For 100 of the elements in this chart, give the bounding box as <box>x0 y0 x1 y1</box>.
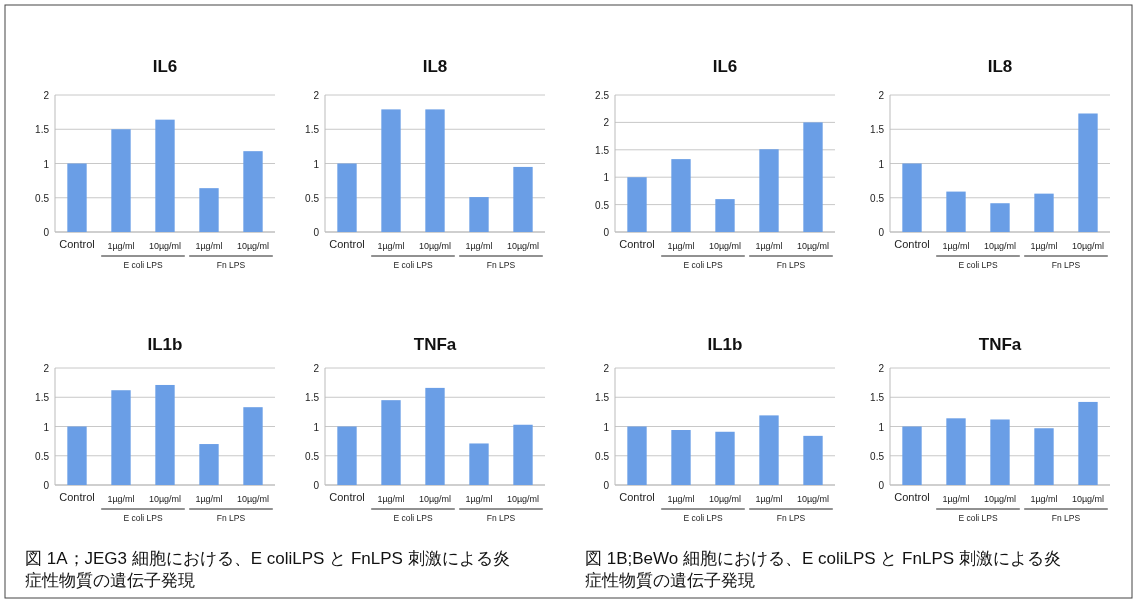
text: E coli LPS <box>393 513 433 523</box>
text: E coli LPS <box>683 513 723 523</box>
x-tick-label: 10µg/ml <box>796 494 830 504</box>
text: E coli LPS <box>123 260 163 270</box>
bar <box>715 199 735 232</box>
x-tick-label: 10µg/ml <box>418 241 452 251</box>
chart-title: IL6 <box>712 57 738 76</box>
y-tick-label: 0.5 <box>305 450 320 462</box>
bar <box>671 430 691 485</box>
text: E coli LPS <box>958 260 998 270</box>
chart-title: TNFa <box>978 335 1022 354</box>
x-tick-label: 1µg/ml <box>107 241 135 251</box>
bar <box>469 443 489 485</box>
text: Fn LPS <box>486 260 516 270</box>
y-tick-label: 0 <box>603 227 610 238</box>
x-tick-label: 1µg/ml <box>667 241 695 251</box>
y-tick-label: 1.5 <box>870 124 885 136</box>
y-tick-label: 0 <box>878 480 885 491</box>
y-tick-label: 2 <box>313 90 320 101</box>
x-tick-label: 10µg/ml <box>506 494 540 504</box>
bar <box>1078 401 1098 485</box>
x-tick-label: 1µg/ml <box>465 494 493 504</box>
bar <box>671 159 691 232</box>
x-tick-label: 1µg/ml <box>755 494 783 504</box>
bar <box>902 163 922 232</box>
y-tick-label: 0 <box>313 480 320 491</box>
y-tick-label: 2 <box>43 90 50 101</box>
y-tick-label: 0 <box>313 227 320 238</box>
bar <box>803 122 823 232</box>
y-tick-label: 0 <box>878 227 885 238</box>
text: Fn LPS <box>776 260 806 270</box>
x-tick-label: Control <box>619 238 655 250</box>
y-tick-label: 1 <box>603 172 610 184</box>
bar <box>67 163 87 232</box>
y-tick-label: 2 <box>603 363 610 374</box>
y-tick-label: 1.5 <box>35 124 50 136</box>
bar <box>469 197 489 232</box>
bar <box>199 444 219 485</box>
bar <box>902 426 922 485</box>
x-tick-label: 10µg/ml <box>236 241 270 251</box>
bar <box>946 191 966 232</box>
bar <box>425 387 445 485</box>
x-tick-label: 1µg/ml <box>1030 241 1058 251</box>
bar <box>155 384 175 485</box>
x-tick-label: 10µg/ml <box>148 494 182 504</box>
x-tick-label: 10µg/ml <box>796 241 830 251</box>
x-tick-label: Control <box>59 238 95 250</box>
x-tick-label: 10µg/ml <box>1071 494 1105 504</box>
y-tick-label: 1.5 <box>595 392 610 404</box>
x-tick-label: 1µg/ml <box>465 241 493 251</box>
text: Fn LPS <box>486 513 516 523</box>
bar <box>990 419 1010 485</box>
chart-title: IL8 <box>422 57 448 76</box>
bar <box>1034 428 1054 485</box>
text: Fn LPS <box>1051 513 1081 523</box>
y-tick-label: 1 <box>313 421 320 433</box>
x-tick-label: Control <box>59 491 95 503</box>
x-tick-label: Control <box>329 238 365 250</box>
x-tick-label: 10µg/ml <box>148 241 182 251</box>
y-tick-label: 1.5 <box>595 144 610 156</box>
bar <box>513 424 533 485</box>
caption: 図 1B;BeWo 細胞における、E coliLPS と FnLPS 刺激による炎症性物質の遺伝子発現 <box>585 549 1061 590</box>
bar <box>381 400 401 485</box>
text: Fn LPS <box>216 513 246 523</box>
bar <box>759 149 779 232</box>
x-tick-label: 1µg/ml <box>942 241 970 251</box>
y-tick-label: 1 <box>43 158 50 170</box>
x-tick-label: 10µg/ml <box>708 241 742 251</box>
y-tick-label: 2 <box>313 363 320 374</box>
y-tick-label: 0.5 <box>870 450 885 462</box>
bar <box>425 109 445 232</box>
x-tick-label: 1µg/ml <box>755 241 783 251</box>
caption: 図 1A；JEG3 細胞における、E coliLPS と FnLPS 刺激による炎症性物質の遺伝子発現 <box>25 549 510 590</box>
x-tick-label: 1µg/ml <box>942 494 970 504</box>
x-tick-label: 10µg/ml <box>708 494 742 504</box>
text: Fn LPS <box>776 513 806 523</box>
y-tick-label: 1.5 <box>870 392 885 404</box>
y-tick-label: 1 <box>313 158 320 170</box>
y-tick-label: 1 <box>878 158 885 170</box>
y-tick-label: 2 <box>43 363 50 374</box>
x-tick-label: 1µg/ml <box>107 494 135 504</box>
y-tick-label: 0.5 <box>870 192 885 204</box>
y-tick-label: 0.5 <box>35 450 50 462</box>
bar <box>381 109 401 232</box>
text: E coli LPS <box>958 513 998 523</box>
bar <box>627 426 647 485</box>
bar <box>803 435 823 485</box>
bar <box>155 119 175 232</box>
text: Fn LPS <box>1051 260 1081 270</box>
bar <box>715 431 735 485</box>
y-tick-label: 0 <box>603 480 610 491</box>
y-tick-label: 1.5 <box>305 124 320 136</box>
bar <box>243 407 263 485</box>
y-tick-label: 1 <box>603 421 610 433</box>
y-tick-label: 0.5 <box>35 192 50 204</box>
x-tick-label: 10µg/ml <box>418 494 452 504</box>
chart-title: IL8 <box>987 57 1013 76</box>
y-tick-label: 0.5 <box>305 192 320 204</box>
x-tick-label: Control <box>619 491 655 503</box>
x-tick-label: 10µg/ml <box>983 241 1017 251</box>
